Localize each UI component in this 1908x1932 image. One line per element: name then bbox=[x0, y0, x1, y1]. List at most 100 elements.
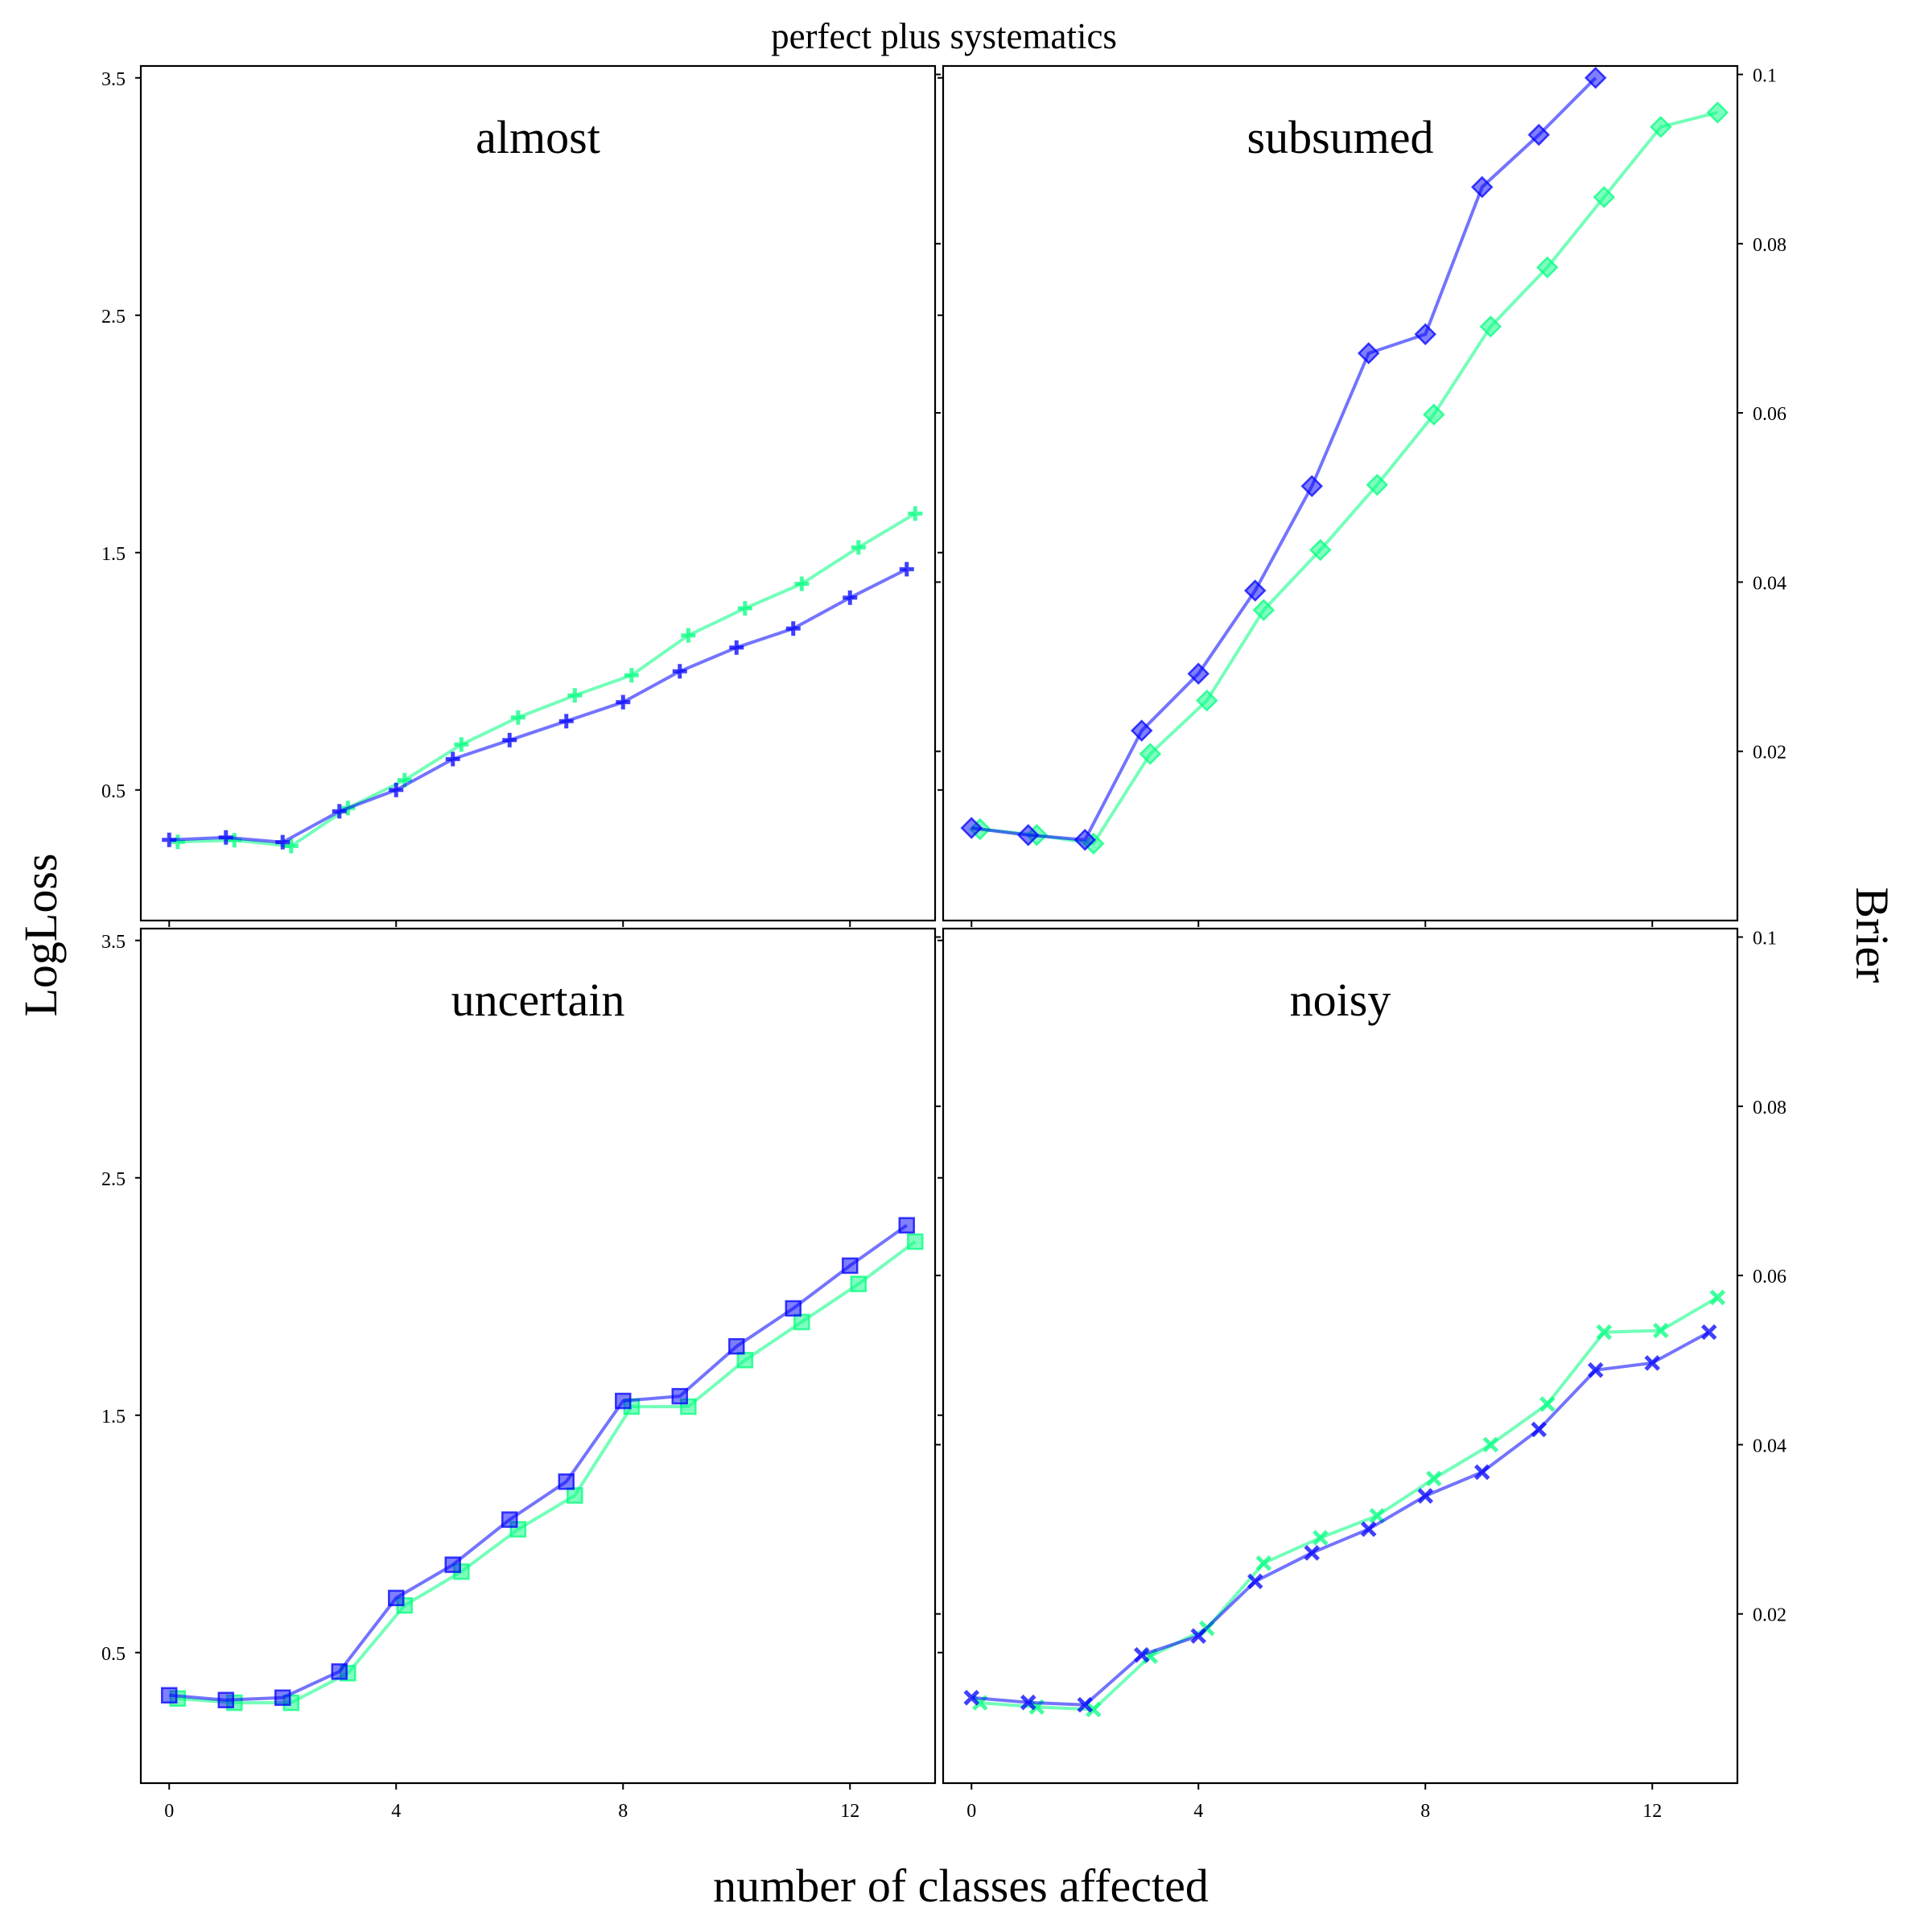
x-tick-label: 12 bbox=[840, 1801, 859, 1822]
diamond-marker-shape bbox=[1536, 256, 1559, 279]
data-point-logloss bbox=[1473, 1464, 1490, 1481]
plus-marker-shape bbox=[843, 590, 858, 605]
data-point-logloss bbox=[843, 590, 858, 605]
data-point-brier bbox=[170, 834, 185, 850]
plus-marker-shape bbox=[218, 830, 233, 845]
plot-frame bbox=[139, 927, 937, 1785]
square-marker-shape bbox=[728, 1337, 745, 1355]
diamond-marker-shape bbox=[1584, 66, 1607, 89]
x-tick-label: 0 bbox=[966, 1801, 976, 1822]
panel-title: subsumed bbox=[1247, 111, 1434, 163]
data-point-brier bbox=[1139, 743, 1162, 765]
plot-frame bbox=[942, 927, 1739, 1785]
data-point-brier bbox=[567, 688, 583, 703]
data-point-brier bbox=[567, 1487, 583, 1504]
square-marker-shape bbox=[842, 1257, 859, 1275]
data-point-brier bbox=[907, 1233, 924, 1250]
data-point-logloss bbox=[161, 1687, 178, 1704]
data-point-logloss bbox=[1190, 1628, 1207, 1644]
x-marker-shape bbox=[1360, 1521, 1377, 1538]
panel-title: noisy bbox=[1290, 974, 1391, 1026]
plus-marker-shape bbox=[454, 737, 469, 752]
figure-title: perfect plus systematics bbox=[771, 16, 1117, 56]
plus-marker-shape bbox=[275, 834, 291, 850]
data-point-logloss bbox=[729, 640, 744, 655]
square-marker-shape bbox=[274, 1689, 291, 1707]
data-point-logloss bbox=[445, 752, 460, 767]
plus-marker-shape bbox=[510, 710, 525, 725]
data-point-brier bbox=[850, 1275, 867, 1292]
x-tick-label: 4 bbox=[391, 1801, 401, 1822]
y-tick-label-logloss: 2.5 bbox=[101, 1169, 126, 1190]
square-marker-shape bbox=[331, 1663, 348, 1680]
data-point-logloss bbox=[332, 804, 347, 819]
plus-marker-shape bbox=[389, 782, 404, 797]
x-marker-shape bbox=[1644, 1355, 1661, 1371]
data-point-logloss bbox=[1587, 1361, 1604, 1378]
diamond-marker-shape bbox=[1139, 743, 1162, 765]
panels-group: almost 0.5 1.5 2.5 3.5 subsumed 0.02 0.04 0.06 0.… bbox=[101, 64, 1786, 1822]
data-point-brier bbox=[1366, 473, 1389, 496]
plus-marker-shape bbox=[162, 832, 177, 847]
plus-marker-shape bbox=[672, 664, 687, 679]
data-point-logloss bbox=[389, 782, 404, 797]
panel-uncertain: uncertain 0.5 1.5 2.5 3.5 0 4 8 12 bbox=[101, 927, 941, 1822]
x-marker-shape bbox=[1190, 1628, 1207, 1644]
data-point-brier bbox=[794, 576, 810, 591]
y-tick-label-brier: 0.06 bbox=[1753, 1267, 1786, 1287]
diamond-marker-shape bbox=[1706, 101, 1729, 124]
data-point-brier bbox=[1593, 186, 1616, 208]
diamond-marker-shape bbox=[1074, 828, 1097, 851]
square-marker-shape bbox=[501, 1511, 518, 1528]
data-point-logloss bbox=[785, 621, 801, 636]
square-marker-shape bbox=[793, 1313, 810, 1331]
x-marker-shape bbox=[1653, 1322, 1669, 1339]
data-point-logloss bbox=[899, 562, 914, 577]
square-marker-shape bbox=[898, 1217, 915, 1234]
data-point-logloss bbox=[785, 1300, 802, 1317]
series-line-logloss bbox=[169, 567, 908, 844]
data-point-brier bbox=[1706, 101, 1729, 124]
data-point-logloss bbox=[558, 714, 574, 729]
data-point-brier bbox=[624, 668, 639, 683]
data-point-brier bbox=[736, 1352, 754, 1369]
data-point-logloss bbox=[558, 1473, 575, 1490]
data-point-brier bbox=[1252, 599, 1275, 621]
plus-marker-shape bbox=[616, 694, 631, 710]
data-point-brier bbox=[1709, 1289, 1726, 1306]
plus-marker-shape bbox=[737, 601, 752, 616]
x-marker-shape bbox=[1247, 1573, 1263, 1590]
data-point-logloss bbox=[1470, 175, 1494, 199]
series-line-logloss bbox=[971, 76, 1597, 842]
diamond-marker-shape bbox=[1300, 475, 1324, 497]
diamond-marker-shape bbox=[1593, 186, 1616, 208]
square-marker-shape bbox=[444, 1556, 461, 1573]
y-tick-label-brier: 0.04 bbox=[1753, 1436, 1786, 1456]
series-line-logloss bbox=[971, 1330, 1710, 1707]
data-point-logloss bbox=[728, 1337, 745, 1355]
x-axis-label: number of classes affected bbox=[713, 1860, 1209, 1912]
y-tick-label-logloss: 0.5 bbox=[101, 781, 126, 802]
data-point-logloss bbox=[672, 664, 687, 679]
plot-frame bbox=[139, 64, 937, 922]
data-point-brier bbox=[681, 628, 696, 643]
y-axis-label-brier: Brier bbox=[1846, 887, 1898, 982]
data-point-logloss bbox=[274, 1689, 291, 1707]
y-tick-label-logloss: 1.5 bbox=[101, 1407, 126, 1427]
x-marker-shape bbox=[1709, 1289, 1726, 1306]
series-line-brier bbox=[177, 512, 917, 848]
square-marker-shape bbox=[217, 1691, 234, 1708]
plot-frame bbox=[942, 64, 1739, 922]
data-point-logloss bbox=[1357, 342, 1380, 365]
data-point-logloss bbox=[1414, 323, 1437, 346]
data-point-logloss bbox=[1644, 1355, 1661, 1371]
data-point-logloss bbox=[275, 834, 291, 850]
y-tick-label-logloss: 3.5 bbox=[101, 932, 126, 953]
x-marker-shape bbox=[1587, 1361, 1604, 1378]
diamond-marker-shape bbox=[1357, 342, 1380, 365]
data-point-logloss bbox=[218, 830, 233, 845]
x-marker-shape bbox=[1700, 1324, 1717, 1341]
diamond-marker-shape bbox=[1130, 719, 1153, 742]
